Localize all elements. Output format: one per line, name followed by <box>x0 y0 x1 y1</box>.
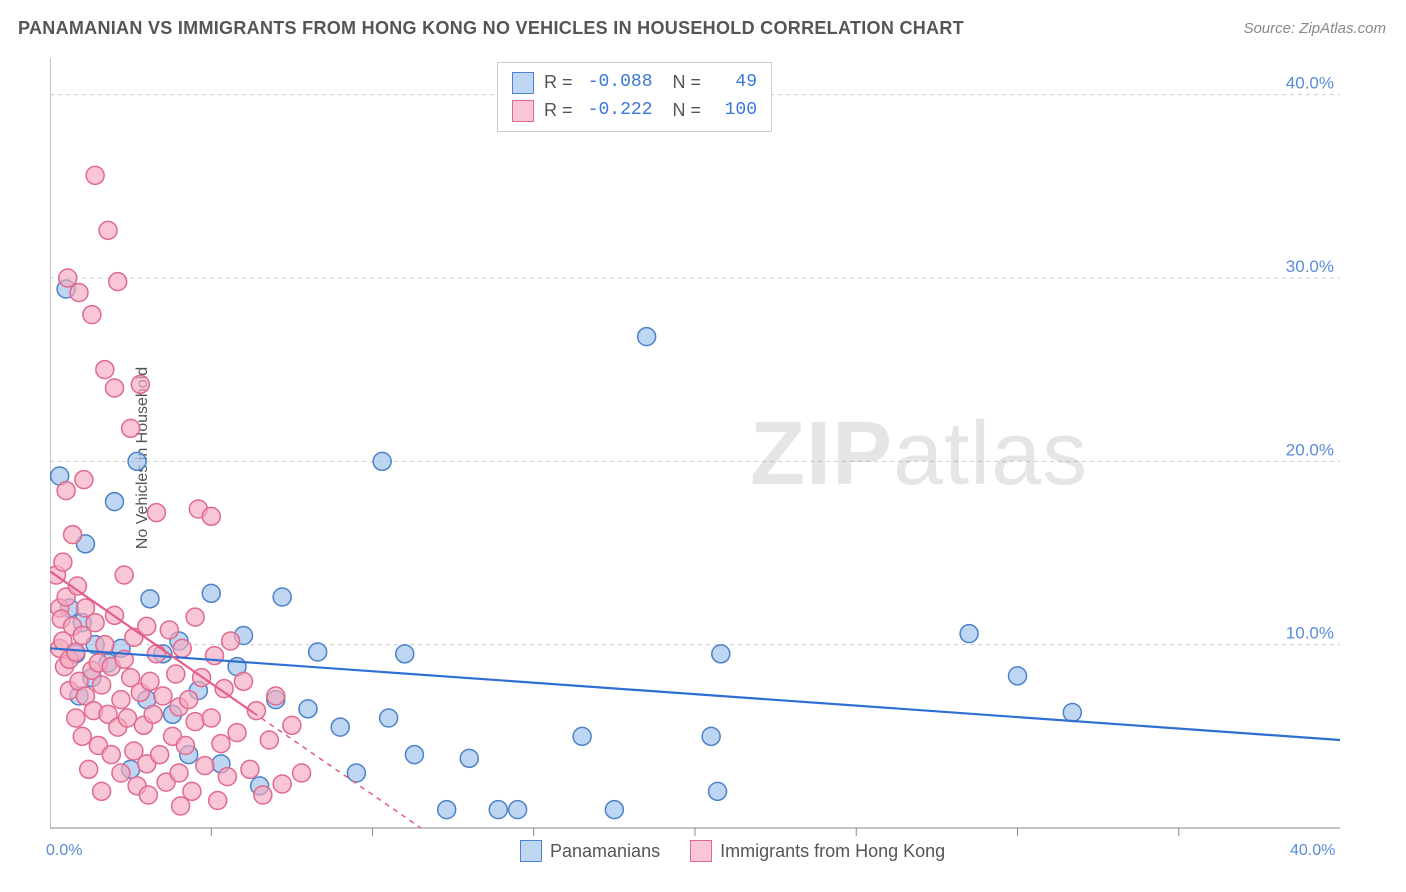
legend-swatch <box>512 100 534 122</box>
svg-text:20.0%: 20.0% <box>1286 440 1334 459</box>
r-label: R = <box>544 69 573 97</box>
series-legend-item: Immigrants from Hong Kong <box>690 840 945 862</box>
svg-text:10.0%: 10.0% <box>1286 624 1334 643</box>
series-legend: Panamanians Immigrants from Hong Kong <box>520 840 945 862</box>
r-value: -0.222 <box>583 97 653 125</box>
x-axis-min-label: 0.0% <box>46 842 82 860</box>
legend-row: R = -0.222 N = 100 <box>512 97 757 125</box>
legend-swatch <box>690 840 712 862</box>
n-value: 100 <box>711 97 757 125</box>
svg-text:40.0%: 40.0% <box>1286 74 1334 93</box>
n-label: N = <box>673 69 702 97</box>
x-axis-max-label: 40.0% <box>1290 842 1335 860</box>
r-value: -0.088 <box>583 69 653 97</box>
scatter-plot: 10.0% 20.0% 30.0% 40.0% <box>50 58 1340 858</box>
n-label: N = <box>673 97 702 125</box>
n-value: 49 <box>711 69 757 97</box>
chart-area: No Vehicles in Household 10.0%20.0%30.0%… <box>50 58 1386 858</box>
r-label: R = <box>544 97 573 125</box>
legend-swatch <box>520 840 542 862</box>
series-name: Immigrants from Hong Kong <box>720 841 945 862</box>
source-label: Source: ZipAtlas.com <box>1243 20 1386 37</box>
series-legend-item: Panamanians <box>520 840 660 862</box>
series-name: Panamanians <box>550 841 660 862</box>
svg-text:30.0%: 30.0% <box>1286 257 1334 276</box>
legend-row: R = -0.088 N = 49 <box>512 69 757 97</box>
correlation-legend: R = -0.088 N = 49 R = -0.222 N = 100 <box>497 62 772 132</box>
legend-swatch <box>512 72 534 94</box>
chart-title: PANAMANIAN VS IMMIGRANTS FROM HONG KONG … <box>18 18 964 39</box>
